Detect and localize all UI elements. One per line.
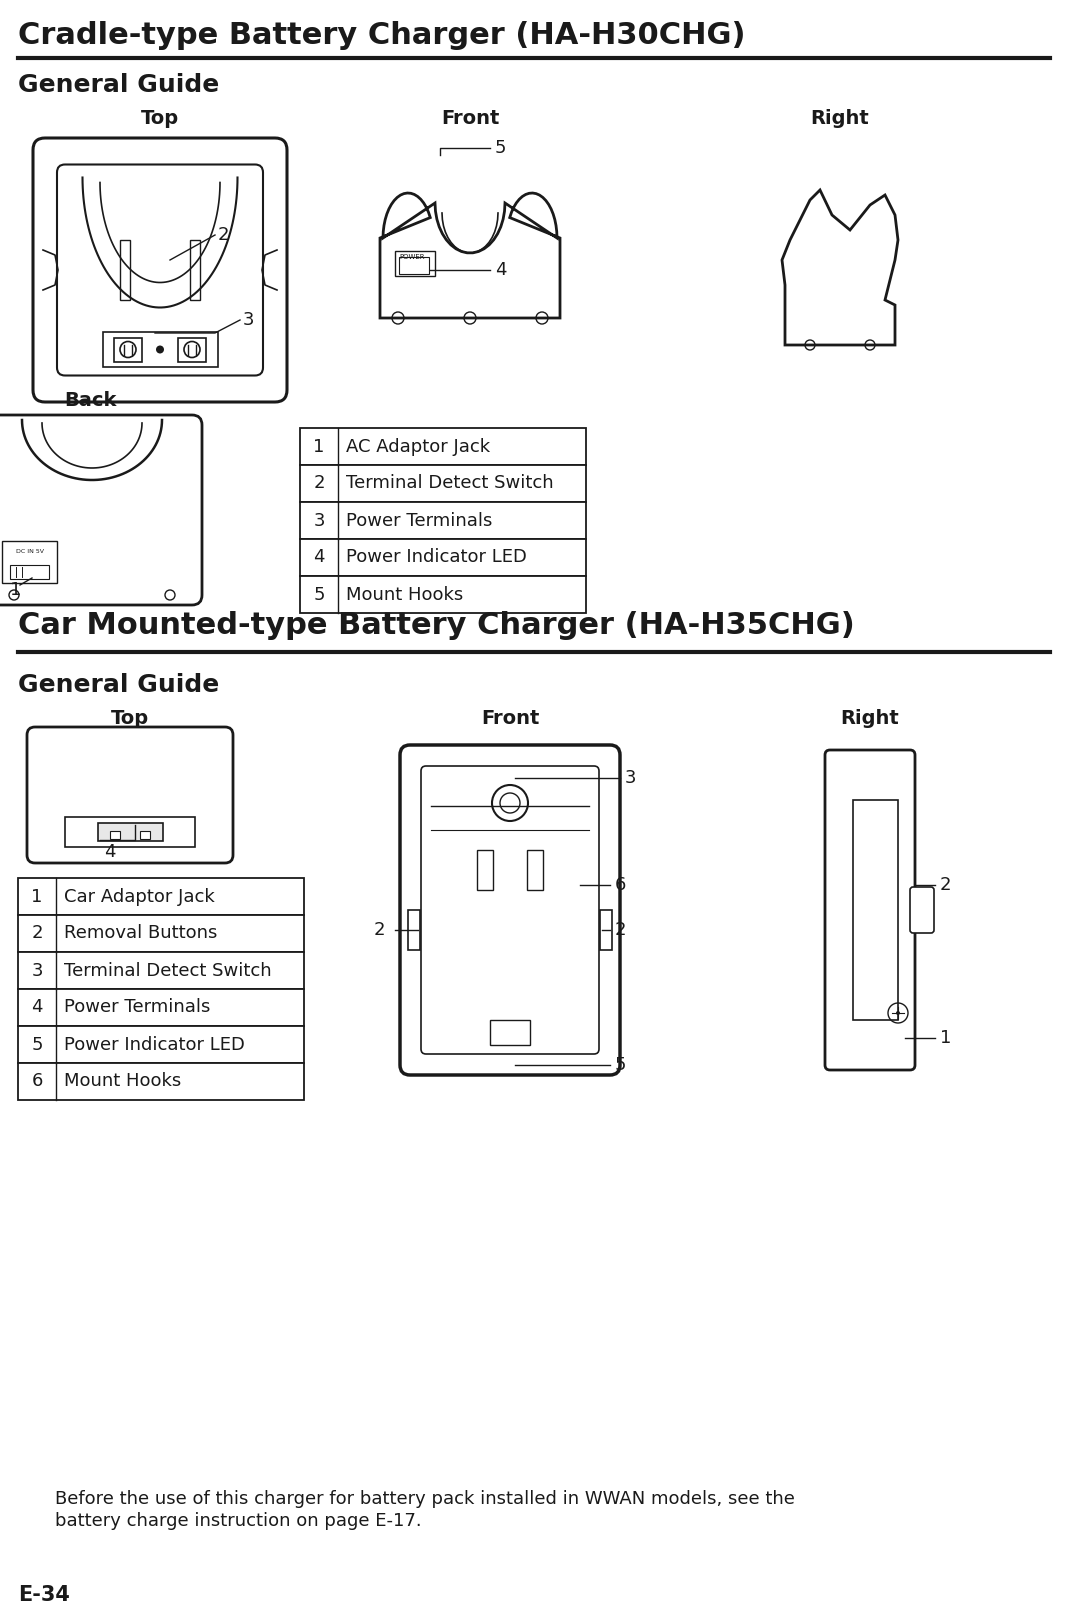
Text: Right: Right — [811, 108, 870, 128]
Text: Top: Top — [111, 708, 149, 727]
Text: General Guide: General Guide — [18, 73, 219, 97]
Text: Car Mounted-type Battery Charger (HA-H35CHG): Car Mounted-type Battery Charger (HA-H35… — [18, 611, 855, 640]
FancyBboxPatch shape — [57, 165, 262, 375]
Text: Front: Front — [481, 708, 539, 727]
Bar — [300, 575, 586, 612]
Bar — [490, 1020, 530, 1046]
FancyBboxPatch shape — [825, 750, 915, 1070]
Text: 1: 1 — [31, 887, 43, 905]
Text: Power Terminals: Power Terminals — [346, 512, 492, 530]
FancyBboxPatch shape — [27, 727, 233, 863]
Bar — [97, 823, 162, 840]
Circle shape — [896, 1012, 899, 1015]
Bar — [140, 831, 150, 839]
Text: Front: Front — [441, 108, 499, 128]
Bar — [399, 257, 429, 275]
FancyBboxPatch shape — [33, 137, 287, 402]
Text: 4: 4 — [495, 262, 507, 280]
Text: 3: 3 — [625, 769, 637, 787]
Bar — [300, 465, 586, 503]
Text: AC Adaptor Jack: AC Adaptor Jack — [346, 438, 490, 456]
Bar — [853, 800, 897, 1020]
Text: Right: Right — [841, 708, 899, 727]
Polygon shape — [380, 192, 560, 318]
Text: Cradle-type Battery Charger (HA-H30CHG): Cradle-type Battery Charger (HA-H30CHG) — [18, 21, 746, 50]
Text: Before the use of this charger for battery pack installed in WWAN models, see th: Before the use of this charger for batte… — [55, 1490, 795, 1508]
Bar — [300, 503, 586, 540]
Text: 2: 2 — [314, 475, 324, 493]
Text: 1: 1 — [314, 438, 324, 456]
Text: 6: 6 — [615, 876, 626, 894]
Text: Removal Buttons: Removal Buttons — [64, 924, 218, 942]
Text: 2: 2 — [940, 876, 952, 894]
Text: Terminal Detect Switch: Terminal Detect Switch — [64, 962, 272, 979]
Bar — [477, 850, 493, 890]
Text: Power Indicator LED: Power Indicator LED — [64, 1036, 244, 1054]
Bar — [18, 952, 304, 989]
Text: General Guide: General Guide — [18, 672, 219, 696]
Bar — [102, 331, 218, 367]
Bar — [178, 338, 206, 362]
Text: 5: 5 — [31, 1036, 43, 1054]
Text: 2: 2 — [31, 924, 43, 942]
Text: Power Indicator LED: Power Indicator LED — [346, 548, 527, 567]
Bar — [18, 915, 304, 952]
Polygon shape — [782, 191, 898, 344]
Bar — [18, 989, 304, 1026]
FancyBboxPatch shape — [0, 415, 202, 604]
Text: Top: Top — [141, 108, 179, 128]
Bar — [300, 428, 586, 465]
Bar — [18, 1063, 304, 1100]
Text: DC IN 5V: DC IN 5V — [16, 549, 44, 554]
Text: E-34: E-34 — [18, 1585, 69, 1605]
Text: 4: 4 — [31, 999, 43, 1016]
Circle shape — [156, 346, 164, 354]
Text: 1: 1 — [940, 1029, 952, 1047]
Bar — [110, 831, 120, 839]
Text: 2: 2 — [615, 921, 626, 939]
Bar — [300, 540, 586, 575]
Bar — [408, 910, 420, 950]
FancyBboxPatch shape — [421, 766, 599, 1054]
Text: 3: 3 — [31, 962, 43, 979]
Text: 5: 5 — [495, 139, 507, 157]
Text: Terminal Detect Switch: Terminal Detect Switch — [346, 475, 554, 493]
Bar — [65, 818, 195, 847]
Text: 3: 3 — [243, 310, 255, 330]
Text: 6: 6 — [31, 1073, 43, 1091]
Text: battery charge instruction on page E-17.: battery charge instruction on page E-17. — [55, 1513, 421, 1530]
Bar — [120, 241, 130, 301]
Text: 1: 1 — [10, 582, 21, 600]
Text: 4: 4 — [105, 844, 115, 861]
Text: 4: 4 — [314, 548, 324, 567]
Text: 5: 5 — [314, 585, 324, 603]
Bar — [527, 850, 543, 890]
FancyBboxPatch shape — [910, 887, 934, 932]
Text: Mount Hooks: Mount Hooks — [64, 1073, 181, 1091]
Text: 3: 3 — [314, 512, 324, 530]
Text: Power Terminals: Power Terminals — [64, 999, 210, 1016]
Text: 2: 2 — [218, 226, 229, 244]
Bar — [114, 338, 142, 362]
Bar — [2, 541, 57, 583]
Text: Car Adaptor Jack: Car Adaptor Jack — [64, 887, 214, 905]
Bar — [10, 566, 49, 579]
Text: 5: 5 — [615, 1055, 626, 1075]
Text: 2: 2 — [373, 921, 385, 939]
Text: POWER: POWER — [399, 254, 425, 260]
Bar — [395, 250, 435, 276]
Bar — [18, 877, 304, 915]
Bar — [18, 1026, 304, 1063]
FancyBboxPatch shape — [400, 745, 620, 1075]
Text: Mount Hooks: Mount Hooks — [346, 585, 463, 603]
Text: Back: Back — [64, 391, 116, 409]
Bar — [600, 910, 612, 950]
Bar — [190, 241, 200, 301]
